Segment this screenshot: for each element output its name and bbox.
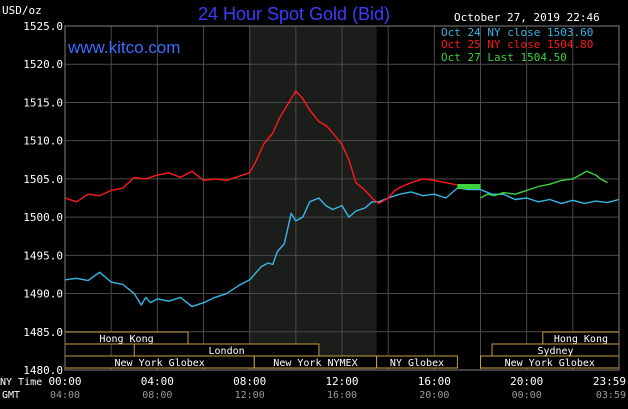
session-label: New York NYMEX bbox=[273, 358, 357, 369]
session-label: NY Globex bbox=[390, 358, 444, 369]
x-tick-label-ny: 00:00 bbox=[48, 375, 81, 388]
session-label: London bbox=[209, 346, 245, 357]
legend: Oct 24 NY close 1503.60 Oct 25 NY close … bbox=[441, 26, 593, 64]
session-label: New York Globex bbox=[505, 358, 595, 369]
series-line bbox=[64, 90, 481, 205]
plot-frame bbox=[64, 25, 620, 371]
x-tick-label-ny: 23:59 bbox=[593, 375, 626, 388]
x-tick-label-gmt: 08:00 bbox=[142, 390, 172, 401]
y-tick-label: 1515.0 bbox=[23, 96, 63, 109]
session-label: Hong Kong bbox=[554, 334, 608, 345]
session-bars-layer: Hong Kong London New York Globex New York N… bbox=[64, 331, 620, 369]
y-tick-label: 1525.0 bbox=[23, 20, 63, 33]
y-tick-labels: 1480.0 1485.0 1490.0 1495.0 1500.0 1505.0 1510… bbox=[23, 20, 63, 377]
y-tick-label: 1505.0 bbox=[23, 173, 63, 186]
session-label: New York Globex bbox=[114, 358, 204, 369]
x-tick-label-ny: 08:00 bbox=[233, 375, 266, 388]
y-tick-label: 1500.0 bbox=[23, 211, 63, 224]
timestamp: October 27, 2019 22:46 bbox=[454, 11, 600, 24]
nymex-highlight-layer bbox=[249, 26, 377, 370]
legend-item-oct25: Oct 25 NY close 1504.80 bbox=[441, 38, 593, 51]
site-watermark: www.kitco.com bbox=[67, 38, 180, 57]
series-line bbox=[64, 187, 619, 308]
gmt-label: GMT bbox=[2, 390, 20, 401]
series-line bbox=[480, 170, 608, 199]
y-tick-label: 1495.0 bbox=[23, 249, 63, 262]
ny-time-label: NY Time bbox=[0, 377, 42, 388]
x-tick-label-gmt: 03:59 bbox=[596, 390, 626, 401]
y-tick-label: 1480.0 bbox=[23, 364, 63, 377]
x-tick-label-gmt: 00:00 bbox=[512, 390, 542, 401]
x-tick-label-ny: 20:00 bbox=[510, 375, 543, 388]
y-axis-unit: USD/oz bbox=[2, 4, 42, 17]
x-tick-label-ny: 04:00 bbox=[141, 375, 174, 388]
series-layer bbox=[64, 90, 619, 308]
legend-item-oct27: Oct 27 Last 1504.50 bbox=[441, 51, 567, 64]
legend-item-oct24: Oct 24 NY close 1503.60 bbox=[441, 26, 593, 39]
y-tick-label: 1490.0 bbox=[23, 288, 63, 301]
y-tick-label: 1520.0 bbox=[23, 58, 63, 71]
x-tick-label-ny: 12:00 bbox=[325, 375, 358, 388]
session-label: Sydney bbox=[537, 346, 573, 357]
x-tick-label-gmt: 12:00 bbox=[235, 390, 265, 401]
y-tick-label: 1510.0 bbox=[23, 135, 63, 148]
x-tick-label-gmt: 04:00 bbox=[50, 390, 80, 401]
x-tick-label-gmt: 16:00 bbox=[327, 390, 357, 401]
x-tick-label-gmt: 20:00 bbox=[419, 390, 449, 401]
chart-title: 24 Hour Spot Gold (Bid) bbox=[198, 4, 390, 24]
session-bar bbox=[376, 355, 458, 369]
y-tick-label: 1485.0 bbox=[23, 326, 63, 339]
nymex-session-band bbox=[249, 26, 377, 370]
x-tick-labels: 00:00 04:00 08:00 12:00 16:00 20:00 23:59 04:00… bbox=[48, 375, 626, 401]
x-tick-label-ny: 16:00 bbox=[418, 375, 451, 388]
session-label: Hong Kong bbox=[99, 334, 153, 345]
